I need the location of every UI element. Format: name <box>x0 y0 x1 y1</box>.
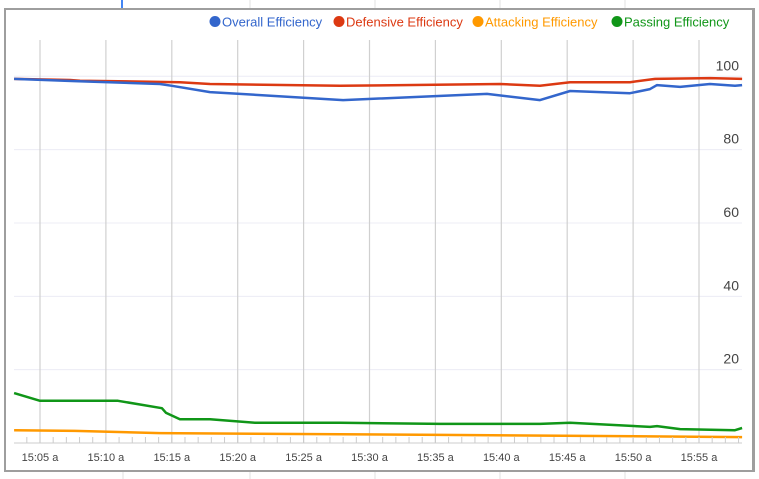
y-axis: 20 40 60 80 100 <box>716 57 740 366</box>
legend-item[interactable]: Defensive Efficiency <box>333 15 464 30</box>
legend-marker-icon <box>209 16 221 27</box>
series-lines <box>13 76 743 439</box>
y-tick-label: 60 <box>723 204 739 220</box>
x-tick-label: 15:35 a <box>417 452 455 464</box>
legend-item[interactable]: Overall Efficiency <box>209 15 323 30</box>
x-tick-label: 15:30 a <box>351 452 389 464</box>
series-line-overall-efficiency <box>14 77 743 102</box>
series-line-passing-efficiency <box>13 391 743 432</box>
series-line-attacking-efficiency <box>14 428 743 439</box>
x-tick-label: 15:10 a <box>88 452 126 464</box>
y-tick-label: 20 <box>723 351 739 367</box>
legend-item[interactable]: Attacking Efficiency <box>472 15 598 30</box>
x-tick-label: 15:40 a <box>483 452 521 464</box>
legend-item[interactable]: Passing Efficiency <box>611 15 730 30</box>
legend-marker-icon <box>472 16 484 27</box>
legend[interactable]: Overall Efficiency Defensive Efficiency At… <box>209 15 730 30</box>
legend-label: Passing Efficiency <box>624 15 730 30</box>
x-tick-label: 15:05 a <box>22 452 60 464</box>
legend-label: Defensive Efficiency <box>346 15 463 30</box>
y-tick-label: 40 <box>723 277 739 293</box>
x-tick-label: 15:15 a <box>153 452 191 464</box>
legend-marker-icon <box>333 16 345 27</box>
y-tick-label: 80 <box>723 131 739 147</box>
y-tick-label: 100 <box>716 57 740 73</box>
legend-label: Overall Efficiency <box>222 15 323 30</box>
x-tick-label: 15:25 a <box>285 452 323 464</box>
gridlines <box>14 40 742 443</box>
x-axis: 15:05 a 15:10 a 15:15 a 15:20 a 15:25 a 15:30… <box>14 437 742 464</box>
x-tick-label: 15:55 a <box>681 452 719 464</box>
legend-label: Attacking Efficiency <box>485 15 598 30</box>
x-tick-label: 15:50 a <box>615 452 653 464</box>
x-tick-label: 15:20 a <box>219 452 257 464</box>
x-tick-label: 15:45 a <box>549 452 587 464</box>
legend-marker-icon <box>611 16 623 27</box>
